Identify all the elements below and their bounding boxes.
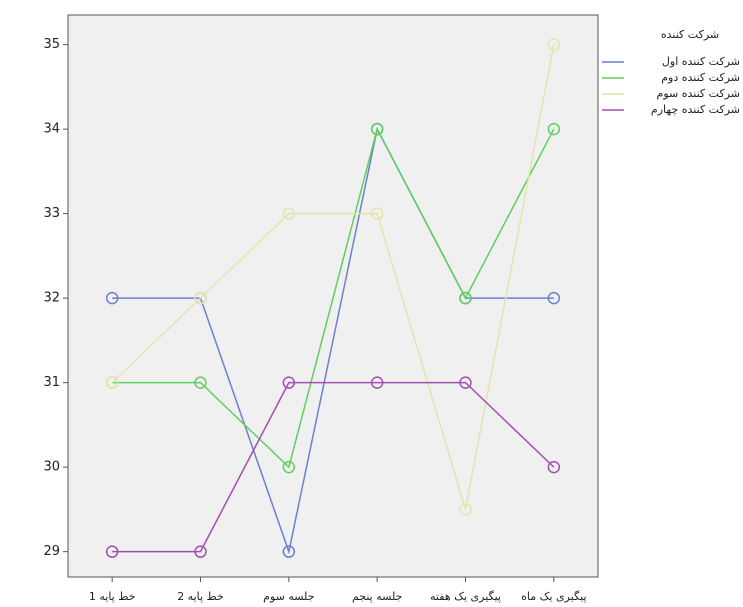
point-marker: [547, 460, 561, 474]
series-line: [111, 44, 555, 510]
series-line: [112, 381, 555, 553]
x-tick-label: خط پایه 2: [177, 590, 224, 603]
point-marker: [105, 376, 119, 389]
legend-label: شرکت کننده چهارم: [651, 103, 740, 116]
point-marker: [194, 376, 207, 389]
y-tick-label: 33: [43, 206, 60, 221]
y-tick-label: 32: [43, 291, 60, 306]
y-tick-label: 31: [43, 375, 60, 390]
y-tick-label: 30: [43, 460, 60, 475]
point-marker: [547, 122, 561, 136]
y-tick-label: 29: [43, 544, 60, 559]
y-tick-label: 35: [43, 37, 60, 52]
point-marker: [370, 122, 384, 136]
point-marker: [370, 207, 384, 220]
point-marker: [370, 376, 384, 389]
point-marker: [105, 291, 119, 305]
point-marker: [194, 291, 207, 305]
point-marker: [547, 38, 561, 51]
x-tick-label: پیگیری یک ماه: [521, 590, 586, 603]
series-line: [112, 127, 555, 469]
x-tick-label: جلسه پنجم: [352, 590, 402, 603]
point-marker: [282, 460, 296, 474]
point-marker: [547, 291, 561, 305]
point-marker: [282, 376, 296, 389]
point-marker: [459, 291, 472, 305]
series-line: [112, 126, 554, 555]
y-tick-label: 34: [43, 122, 60, 137]
legend-label: شرکت کننده اول: [662, 55, 740, 68]
point-marker: [194, 545, 207, 558]
legend-title: شرکت کننده: [661, 28, 719, 41]
point-marker: [282, 207, 296, 220]
legend-label: شرکت کننده سوم: [657, 87, 740, 100]
x-tick-label: خط پایه 1: [89, 590, 136, 603]
x-tick-label: جلسه سوم: [263, 590, 314, 603]
point-marker: [459, 376, 472, 389]
point-marker: [282, 545, 296, 558]
point-marker: [105, 545, 119, 558]
x-tick-label: پیگیری یک هفته: [430, 590, 501, 603]
legend-label: شرکت کننده دوم: [661, 71, 740, 84]
point-marker: [459, 503, 472, 516]
